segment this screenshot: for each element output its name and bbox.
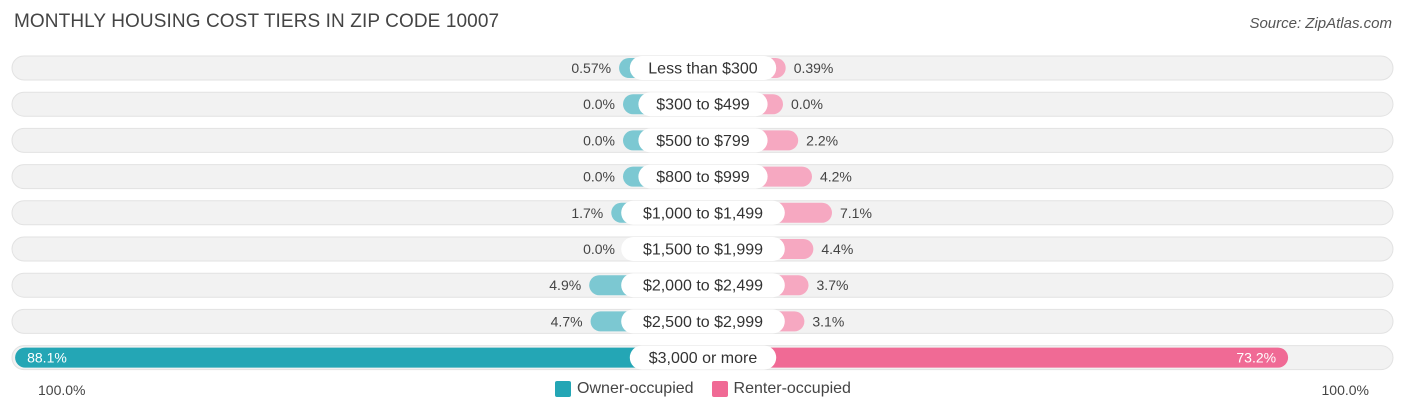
legend: Owner-occupied Renter-occupied (0, 380, 1406, 398)
legend-item-owner: Owner-occupied (555, 380, 694, 398)
category-label: $2,500 to $2,999 (643, 314, 763, 331)
owner-value-label: 0.0% (583, 96, 615, 112)
owner-value-label: 88.1% (27, 350, 67, 366)
renter-value-label: 4.2% (820, 169, 852, 185)
owner-value-label: 4.9% (549, 277, 581, 293)
category-label: $500 to $799 (656, 133, 750, 150)
renter-value-label: 4.4% (821, 241, 853, 257)
category-label: $3,000 or more (649, 350, 758, 367)
renter-value-label: 3.7% (817, 277, 849, 293)
category-label: $300 to $499 (656, 97, 750, 114)
renter-value-label: 2.2% (806, 132, 838, 148)
category-pill (621, 237, 785, 261)
category-label: Less than $300 (648, 61, 758, 78)
category-pill (638, 128, 768, 153)
category-pill (621, 309, 785, 334)
axis-left-label: 100.0% (38, 382, 86, 398)
owner-value-label: 0.0% (583, 169, 615, 185)
axis-right-label: 100.0% (1321, 382, 1369, 398)
bar-chart: Less than $300 0.57% 0.39% $300 to $499 0.0%… (11, 55, 1394, 371)
legend-swatch-renter (711, 381, 728, 397)
chart-source: Source: ZipAtlas.com (1249, 15, 1392, 32)
owner-value-label: 0.0% (583, 241, 615, 257)
category-label: $1,500 to $1,999 (643, 242, 763, 259)
owner-value-label: 1.7% (571, 205, 603, 221)
chart-title: MONTHLY HOUSING COST TIERS IN ZIP CODE 1… (14, 11, 500, 32)
legend-label-renter: Renter-occupied (733, 380, 851, 397)
renter-value-label: 0.0% (791, 96, 823, 112)
renter-value-label: 73.2% (1236, 350, 1276, 366)
category-label: $800 to $999 (656, 169, 750, 186)
bar-owner (15, 347, 704, 368)
bar-renter (703, 347, 1289, 368)
renter-value-label: 7.1% (840, 205, 872, 221)
category-label: $1,000 to $1,499 (643, 205, 763, 222)
category-pill (638, 92, 768, 117)
category-pill (621, 200, 785, 225)
renter-value-label: 3.1% (812, 313, 844, 329)
category-pill (621, 273, 785, 298)
renter-value-label: 0.39% (794, 60, 834, 76)
category-pill (638, 164, 768, 189)
owner-value-label: 0.57% (571, 60, 611, 76)
legend-swatch-owner (555, 381, 572, 397)
category-label: $2,000 to $2,499 (643, 278, 763, 295)
category-pill (629, 345, 777, 370)
owner-value-label: 0.0% (583, 132, 615, 148)
category-pill (629, 56, 777, 80)
legend-label-owner: Owner-occupied (577, 380, 694, 397)
legend-item-renter: Renter-occupied (711, 380, 851, 398)
owner-value-label: 4.7% (551, 313, 583, 329)
